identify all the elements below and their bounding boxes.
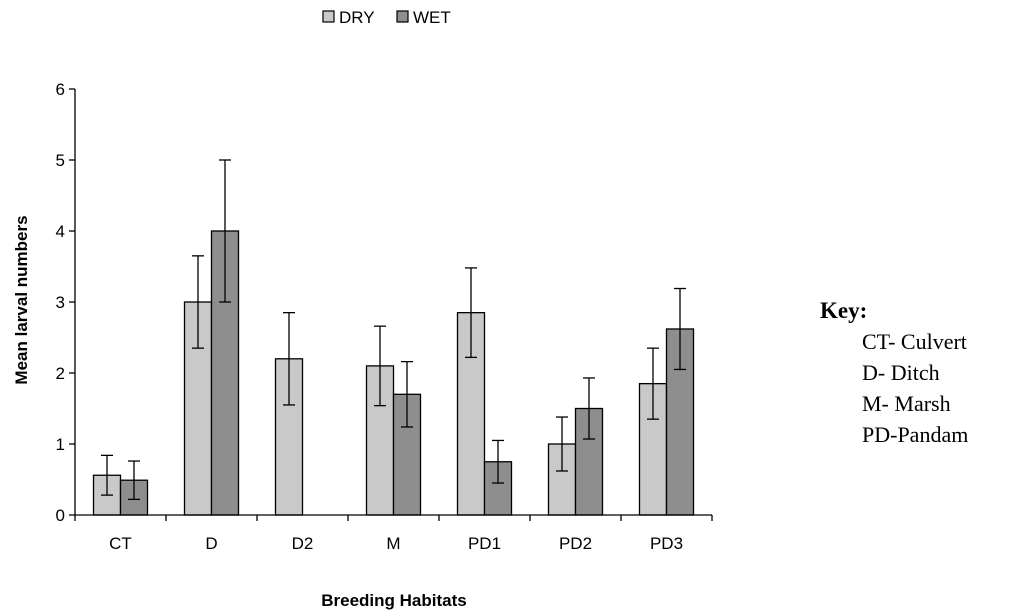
error-bars-group: [101, 159, 686, 501]
key-item: D- Ditch: [862, 360, 940, 385]
y-tick-label: 4: [56, 222, 65, 241]
x-tick-label: PD1: [468, 534, 501, 553]
y-tick-label: 1: [56, 435, 65, 454]
key-item: M- Marsh: [862, 391, 951, 416]
y-tick-label: 5: [56, 151, 65, 170]
bars-group: [92, 230, 695, 516]
key-item: PD-Pandam: [862, 422, 969, 447]
x-tick-label: M: [386, 534, 400, 553]
x-tick-label: CT: [109, 534, 132, 553]
y-tick-label: 0: [56, 506, 65, 525]
y-tick-label: 3: [56, 293, 65, 312]
legend-label-dry: DRY: [339, 8, 375, 27]
legend-swatch-dry: [322, 10, 335, 23]
key-item: CT- Culvert: [862, 329, 967, 354]
x-tick-label: D: [205, 534, 217, 553]
key-title: Key:: [820, 298, 868, 323]
axes-group: 0 1 2 3 4 5 6 CT D D2 M PD1 PD2 PD3: [56, 80, 713, 553]
y-tick-label: 6: [56, 80, 65, 99]
y-axis-title: Mean larval numbers: [12, 215, 31, 384]
x-axis-title: Breeding Habitats: [321, 591, 466, 610]
x-tick-label: D2: [292, 534, 314, 553]
x-tick-label: PD2: [559, 534, 592, 553]
legend-label-wet: WET: [413, 8, 451, 27]
legend: DRY WET: [322, 8, 451, 27]
legend-swatch-wet: [396, 10, 409, 23]
y-tick-label: 2: [56, 364, 65, 383]
key-box: Key: CT- Culvert D- Ditch M- Marsh PD-Pa…: [820, 298, 968, 450]
x-tick-label: PD3: [650, 534, 683, 553]
